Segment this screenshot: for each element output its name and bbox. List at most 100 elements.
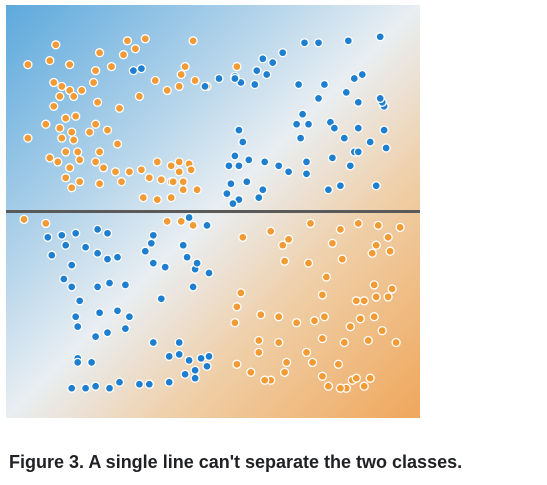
blue-point [148, 230, 158, 240]
orange-point [69, 135, 79, 145]
orange-point [41, 218, 51, 229]
orange-point [387, 284, 397, 294]
blue-point [136, 63, 147, 74]
orange-point [335, 224, 346, 235]
blue-point [120, 280, 131, 290]
orange-point [57, 133, 67, 143]
orange-point [395, 222, 405, 233]
orange-point [156, 175, 166, 185]
blue-point [258, 54, 268, 64]
blue-point [313, 38, 324, 48]
orange-point [174, 157, 184, 167]
orange-point [371, 240, 381, 250]
blue-point [379, 125, 389, 135]
blue-point [244, 155, 254, 165]
orange-point [291, 318, 302, 328]
blue-point [299, 38, 310, 48]
orange-point [49, 77, 59, 88]
blue-point [80, 383, 91, 393]
orange-point [303, 258, 314, 268]
orange-point [188, 220, 198, 231]
orange-point [118, 50, 129, 60]
orange-point [98, 163, 109, 173]
orange-point [274, 337, 284, 348]
blue-point [184, 355, 194, 366]
orange-point [94, 48, 105, 58]
blue-point [353, 123, 363, 133]
blue-point [375, 32, 385, 42]
orange-point [90, 65, 101, 76]
orange-point [351, 373, 361, 383]
blue-point [291, 119, 302, 129]
orange-point [373, 220, 383, 231]
blue-point [120, 323, 131, 334]
orange-point [53, 157, 63, 167]
blue-point [92, 282, 103, 292]
blue-point [327, 153, 338, 163]
blue-point [297, 109, 308, 119]
blue-point [144, 379, 154, 389]
orange-point [309, 316, 320, 326]
orange-point [166, 192, 176, 203]
orange-point [84, 127, 95, 137]
orange-point [383, 292, 393, 302]
orange-point [317, 333, 328, 344]
orange-point [61, 113, 71, 123]
blue-point [224, 161, 234, 171]
orange-point [150, 75, 160, 86]
blue-point [134, 379, 145, 389]
orange-point [363, 335, 373, 346]
orange-point [236, 288, 246, 298]
orange-point [168, 177, 178, 187]
orange-point [51, 40, 61, 50]
orange-point [367, 248, 377, 258]
orange-point [186, 165, 196, 175]
orange-point [283, 234, 294, 244]
blue-point [92, 248, 103, 258]
blue-point [375, 93, 385, 104]
blue-points [43, 32, 391, 393]
orange-point [140, 34, 150, 44]
orange-point [279, 256, 290, 266]
orange-point [345, 321, 355, 332]
classification-figure [6, 5, 420, 418]
orange-point [136, 165, 147, 175]
orange-point [190, 75, 200, 86]
orange-point [122, 36, 133, 46]
blue-point [226, 179, 236, 189]
blue-point [234, 125, 244, 135]
orange-point [355, 314, 365, 324]
blue-point [57, 230, 67, 240]
blue-point [339, 133, 349, 143]
blue-point [124, 312, 135, 322]
orange-point [130, 44, 141, 54]
orange-point [61, 173, 71, 183]
blue-point [303, 119, 314, 129]
blue-point [148, 337, 158, 348]
orange-point [377, 325, 387, 336]
blue-point [182, 252, 192, 262]
blue-point [238, 137, 248, 147]
blue-point [164, 377, 174, 387]
orange-point [301, 347, 312, 358]
blue-point [75, 296, 85, 306]
blue-point [190, 365, 200, 375]
orange-point [65, 163, 75, 173]
orange-point [230, 318, 240, 328]
orange-point [75, 155, 85, 165]
orange-point [359, 381, 369, 391]
orange-point [359, 296, 369, 306]
orange-point [67, 127, 77, 137]
blue-point [112, 252, 123, 262]
orange-point [385, 246, 395, 256]
orange-point [73, 147, 83, 157]
orange-point [178, 185, 188, 195]
orange-point [45, 55, 55, 66]
blue-point [301, 169, 312, 179]
orange-point [55, 91, 65, 102]
blue-point [128, 65, 139, 76]
blue-point [335, 181, 346, 191]
orange-point [321, 272, 332, 282]
blue-point [112, 306, 123, 316]
blue-point [262, 69, 272, 80]
